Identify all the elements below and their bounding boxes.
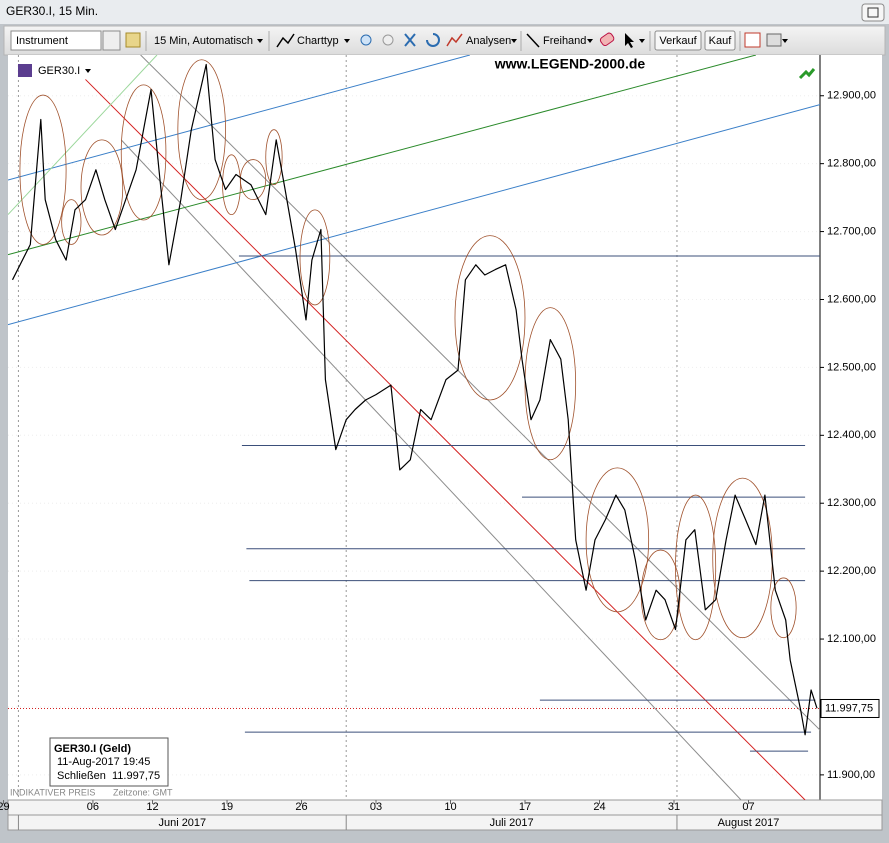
x-tick-label: 31 [668,801,680,813]
month-label: Juli 2017 [490,817,534,829]
analyses-icon [446,33,463,47]
info-box: GER30.I (Geld) 11-Aug-2017 19:45 Schließ… [49,737,169,787]
instrument-input[interactable] [10,30,102,51]
trendline [8,55,757,256]
info-datetime: 11-Aug-2017 19:45 [57,756,150,768]
analyses-menu[interactable]: Analysen [466,35,511,47]
sell-label: Verkauf [659,35,697,47]
y-tick-label: 12.700,00 [827,225,876,237]
y-axis-area [820,55,882,800]
x-tick-label: 19 [221,801,233,813]
highlight-ellipse [19,94,67,245]
dropdown-arrow [344,39,350,43]
y-tick-label: 12.800,00 [827,158,876,170]
timezone-note: Zeitzone: GMT [113,787,173,797]
highlight-ellipse [299,209,331,306]
x-tick-label: 12 [146,801,158,813]
freehand-icon [526,33,540,48]
reset-button[interactable] [426,33,440,47]
last-price-label: 11.997,75 [825,702,873,714]
window-chart-button[interactable] [744,32,761,48]
dropdown-arrow [587,39,593,43]
toolbar: Instrument 15 Min, Automatisch Charttyp … [3,25,886,56]
month-label: Juni 2017 [158,817,206,829]
trendline [8,104,820,326]
y-tick-label: 12.400,00 [827,429,876,441]
sell-button[interactable] [654,30,702,51]
axes-layer: 11.900,0012.000,0012.100,0012.200,0012.3… [0,90,880,830]
x-tick-label: 03 [370,801,382,813]
info-box-frame [49,737,169,787]
watermark: www.LEGEND-2000.de [494,56,646,72]
y-tick-label: 12.300,00 [827,497,876,509]
window-button[interactable] [861,3,885,22]
dropdown-arrow [782,39,788,43]
maximize-icon [867,7,879,18]
charttype-menu[interactable]: Charttyp [297,35,339,47]
highlight-ellipse [585,467,650,613]
trend-indicator-icon [798,68,816,80]
x-tick-label: 06 [87,801,99,813]
instrument-placeholder: Instrument [16,35,68,47]
plot-area [8,55,820,800]
info-close-label: Schließen [57,770,106,782]
symbol-label[interactable]: GER30.I [38,65,80,77]
info-title: GER30.I (Geld) [54,743,131,755]
dropdown-arrow [639,39,645,43]
y-tick-label: 12.200,00 [827,565,876,577]
plot-layer [8,55,820,800]
highlight-ellipse [675,494,717,641]
title-bar [0,0,889,24]
highlight-ellipse [240,159,267,201]
trendline [85,79,806,800]
print-button[interactable] [766,33,782,47]
dropdown-arrow [85,69,91,73]
x-tick-label: 17 [519,801,531,813]
last-price-box [820,698,880,718]
y-tick-label: 12.100,00 [827,633,876,645]
timeframe-menu[interactable]: 15 Min, Automatisch [154,35,253,47]
highlight-ellipse [454,235,526,401]
x-tick-label: 29 [0,801,10,813]
eraser-button[interactable] [599,32,615,47]
y-tick-label: 12.600,00 [827,293,876,305]
x-tick-label: 26 [295,801,307,813]
freehand-menu[interactable]: Freihand [543,35,586,47]
zoom-out-button[interactable] [382,34,394,46]
trendline [140,55,820,731]
toolbar-bg [3,25,886,56]
compare-button[interactable] [125,32,141,48]
x-tick-label: 24 [593,801,605,813]
y-tick-label: 12.500,00 [827,361,876,373]
buy-label: Kauf [709,35,733,47]
instrument-search-button[interactable] [102,30,121,51]
price-line [11,63,818,736]
highlight-ellipse [770,577,797,639]
symbol-icon [18,64,32,77]
window-title: GER30.I, 15 Min. [6,4,98,18]
price-note: INDIKATIVER PREIS [10,787,95,797]
trendline [8,55,158,215]
month-label: August 2017 [718,817,780,829]
highlight-ellipse [80,139,124,236]
info-close-value: 11.997,75 [112,770,160,782]
highlight-ellipse [177,59,226,201]
x-tick-label: 07 [742,801,754,813]
highlight-ellipse [524,307,577,461]
highlight-ellipse [265,129,283,186]
dropdown-arrow [257,39,263,43]
y-tick-label: 12.900,00 [827,90,876,102]
x-tick-label: 10 [444,801,456,813]
y-tick-label: 11.900,00 [827,769,875,781]
highlight-ellipse [120,84,167,221]
dropdown-arrow [511,39,517,43]
cursor-button[interactable] [625,33,634,48]
charttype-icon [276,33,295,48]
zoom-in-button[interactable] [360,34,372,46]
pan-button[interactable] [404,33,416,47]
buy-button[interactable] [704,30,736,51]
highlight-ellipse [61,199,82,245]
trendline [120,139,742,800]
